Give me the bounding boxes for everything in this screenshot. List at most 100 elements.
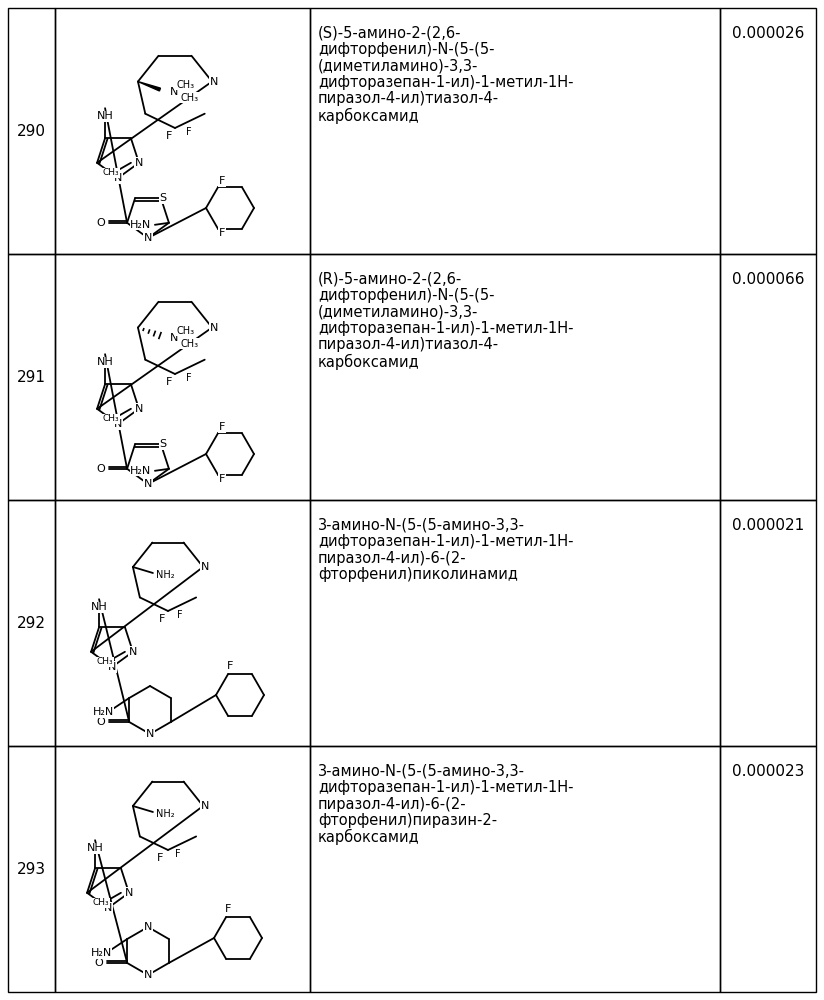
Text: F: F [166,131,172,141]
Text: (R)-5-амино-2-(2,6-: (R)-5-амино-2-(2,6- [318,272,462,287]
Text: NH₂: NH₂ [156,570,174,580]
Text: N: N [170,87,178,97]
Text: N: N [201,801,209,811]
Text: N: N [135,158,143,168]
Text: N: N [146,729,154,739]
Text: H₂N: H₂N [130,220,152,230]
Text: NH: NH [96,357,114,367]
Text: CH₃: CH₃ [177,80,195,90]
Text: O: O [95,958,104,968]
Text: дифторазепан-1-ил)-1-метил-1Н-: дифторазепан-1-ил)-1-метил-1Н- [318,780,574,795]
Text: CH₃: CH₃ [103,168,119,177]
Text: 290: 290 [17,123,46,138]
Text: S: S [159,193,166,203]
Text: дифторазепан-1-ил)-1-метил-1Н-: дифторазепан-1-ил)-1-метил-1Н- [318,75,574,90]
Text: CH₃: CH₃ [181,93,199,103]
Text: N: N [108,662,116,672]
Bar [310,8,720,254]
Bar [720,254,816,500]
Text: N: N [129,647,137,657]
Bar [310,254,720,500]
Text: N: N [170,333,178,343]
Bar [55,254,310,500]
Text: F: F [186,127,192,137]
Text: F: F [176,849,180,859]
Text: (диметиламино)-3,3-: (диметиламино)-3,3- [318,59,479,74]
Text: N: N [114,173,122,183]
Text: NH₂: NH₂ [156,809,174,819]
Text: NH: NH [87,843,104,853]
Text: F: F [157,853,163,863]
Bar [720,500,816,746]
Text: NH: NH [96,111,114,121]
Text: H₂N: H₂N [130,466,152,476]
Text: F: F [225,904,232,914]
Text: F: F [177,610,183,620]
Text: F: F [159,614,165,624]
Text: H₂N: H₂N [92,707,114,717]
Text: 0.000021: 0.000021 [732,518,804,533]
Text: дифторфенил)-N-(5-(5-: дифторфенил)-N-(5-(5- [318,288,494,303]
Text: карбоксамид: карбоксамид [318,353,419,370]
Text: CH₃: CH₃ [96,657,113,666]
Text: пиразол-4-ил)-6-(2-: пиразол-4-ил)-6-(2- [318,797,466,812]
Text: N: N [201,562,209,572]
Bar [720,8,816,254]
Text: 0.000066: 0.000066 [732,272,804,287]
Bar [310,500,720,746]
Bar [55,8,310,254]
Text: пиразол-4-ил)-6-(2-: пиразол-4-ил)-6-(2- [318,551,466,566]
Text: CH₃: CH₃ [92,898,110,907]
Text: N: N [144,479,152,489]
Text: N: N [144,970,152,980]
Text: фторфенил)пиколинамид: фторфенил)пиколинамид [318,567,517,582]
Text: F: F [219,228,225,238]
Text: CH₃: CH₃ [103,414,119,423]
Text: F: F [227,661,233,671]
Text: N: N [144,233,152,243]
Text: CH₃: CH₃ [177,326,195,336]
Text: N: N [124,888,133,898]
Bar [8,746,55,992]
Text: карбоксамид: карбоксамид [318,829,419,845]
Text: 3-амино-N-(5-(5-амино-3,3-: 3-амино-N-(5-(5-амино-3,3- [318,764,525,779]
Text: F: F [219,176,225,186]
Text: пиразол-4-ил)тиазол-4-: пиразол-4-ил)тиазол-4- [318,337,499,352]
Text: 3-амино-N-(5-(5-амино-3,3-: 3-амино-N-(5-(5-амино-3,3- [318,518,525,533]
Bar [8,500,55,746]
Polygon shape [138,82,161,91]
Text: O: O [96,218,105,228]
Text: N: N [210,77,218,87]
Text: F: F [166,377,172,387]
Text: дифторфенил)-N-(5-(5-: дифторфенил)-N-(5-(5- [318,42,494,57]
Text: дифторазепан-1-ил)-1-метил-1Н-: дифторазепан-1-ил)-1-метил-1Н- [318,321,574,336]
Text: пиразол-4-ил)тиазол-4-: пиразол-4-ил)тиазол-4- [318,91,499,106]
Text: CH₃: CH₃ [181,339,199,349]
Text: карбоксамид: карбоксамид [318,107,419,124]
Text: фторфенил)пиразин-2-: фторфенил)пиразин-2- [318,813,497,828]
Bar [55,500,310,746]
Text: N: N [114,419,122,429]
Text: N: N [135,404,143,414]
Text: 293: 293 [17,861,46,876]
Bar [55,746,310,992]
Text: 291: 291 [17,369,46,384]
Bar [8,254,55,500]
Bar [720,746,816,992]
Text: F: F [219,422,225,432]
Text: 0.000023: 0.000023 [732,764,804,779]
Text: O: O [96,464,105,474]
Text: F: F [186,373,192,383]
Text: (S)-5-амино-2-(2,6-: (S)-5-амино-2-(2,6- [318,26,461,41]
Text: 292: 292 [17,615,46,631]
Text: (диметиламино)-3,3-: (диметиламино)-3,3- [318,305,479,320]
Text: N: N [144,922,152,932]
Text: 0.000026: 0.000026 [732,26,804,41]
Text: N: N [210,323,218,333]
Bar [310,746,720,992]
Text: дифторазепан-1-ил)-1-метил-1Н-: дифторазепан-1-ил)-1-метил-1Н- [318,534,574,549]
Bar [8,8,55,254]
Text: N: N [104,903,112,913]
Text: S: S [159,439,166,449]
Text: F: F [219,474,225,484]
